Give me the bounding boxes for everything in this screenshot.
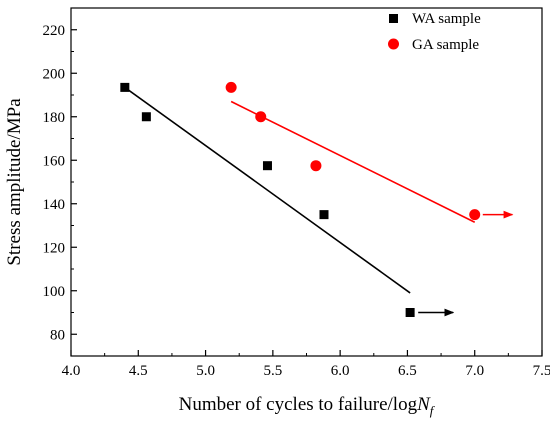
x-tick-label: 5.5 xyxy=(263,363,282,379)
y-tick-label: 140 xyxy=(43,197,66,213)
x-tick-label: 7.5 xyxy=(533,363,550,379)
plot-frame xyxy=(70,7,543,357)
y-tick-label: 220 xyxy=(43,23,66,39)
y-tick-label: 180 xyxy=(43,110,66,126)
wa-sample-point xyxy=(262,161,272,171)
x-tick-label: 5.0 xyxy=(196,363,215,379)
ga-sample-fit-line xyxy=(230,100,476,223)
x-axis-label: Number of cycles to failure/logNf xyxy=(179,394,436,418)
y-tick-label: 80 xyxy=(50,327,65,343)
x-tick-label: 6.0 xyxy=(331,363,350,379)
y-tick-label: 160 xyxy=(43,153,66,169)
wa-sample-point xyxy=(141,112,151,122)
y-tick-label: 200 xyxy=(43,66,66,82)
x-axis-ticks: 4.0 4.5 5.0 5.5 6.0 6.5 7.0 7.5 xyxy=(62,350,550,379)
x-tick-label: 4.5 xyxy=(129,363,148,379)
series-layer xyxy=(120,81,514,317)
ga-sample-point xyxy=(469,209,481,221)
ga-sample-point xyxy=(255,111,267,123)
x-tick-label: 4.0 xyxy=(62,363,81,379)
legend-label-wa: WA sample xyxy=(412,11,481,27)
y-tick-label: 120 xyxy=(43,240,66,256)
y-axis-label: Stress amplitude/MPa xyxy=(4,98,25,266)
wa-sample-point xyxy=(405,308,415,317)
ga-sample-point xyxy=(310,160,322,172)
y-tick-label: 100 xyxy=(43,284,66,300)
ga-sample-point xyxy=(225,81,237,93)
x-tick-label: 6.5 xyxy=(398,363,417,379)
legend-marker-ga xyxy=(388,38,399,50)
legend: WA sample GA sample xyxy=(388,11,481,53)
wa-sample-point xyxy=(120,82,130,92)
wa-sample-point xyxy=(319,210,329,220)
x-tick-label: 7.0 xyxy=(465,363,484,379)
legend-label-ga: GA sample xyxy=(412,37,479,53)
legend-marker-wa xyxy=(389,14,398,23)
y-axis-ticks: 80 100 120 140 160 180 200 220 xyxy=(43,7,77,357)
wa-sample-fit-line xyxy=(124,86,411,294)
